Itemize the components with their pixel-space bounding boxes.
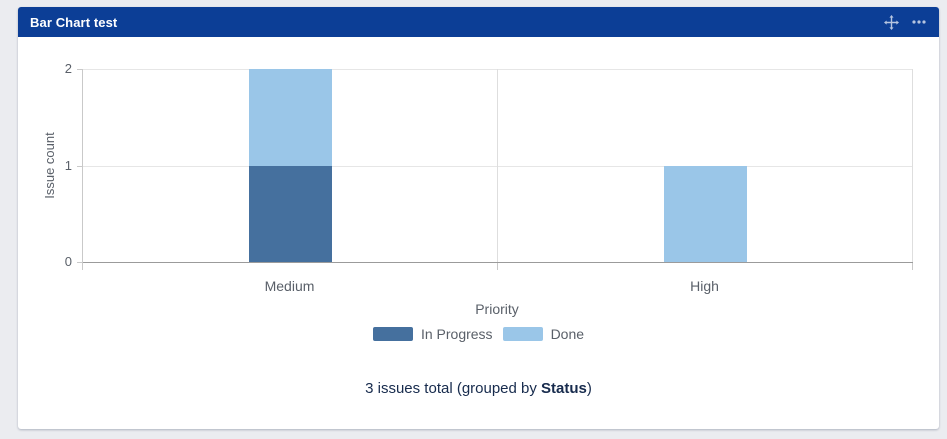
move-icon[interactable] <box>884 14 899 30</box>
y-tick-label: 0 <box>64 254 72 269</box>
gadget-header-icons <box>884 14 927 30</box>
x-axis-tick <box>497 263 498 270</box>
footer-suffix: ) <box>586 380 592 397</box>
chart-area: Issue count Priority In Progress Done 3 i… <box>18 37 939 429</box>
gadget-header: Bar Chart test <box>18 7 939 37</box>
x-axis-tick <box>82 263 83 270</box>
gridline-vertical <box>912 69 913 262</box>
y-axis-tick <box>77 262 83 263</box>
x-axis-tick <box>912 263 913 270</box>
bar-segment-done[interactable] <box>664 165 747 262</box>
more-options-icon[interactable] <box>911 14 927 30</box>
gadget-title: Bar Chart test <box>30 14 118 30</box>
category-label: High <box>690 278 719 294</box>
bar-segment-done[interactable] <box>249 69 332 166</box>
footer-prefix: 3 issues total (grouped by <box>365 380 542 397</box>
legend: In Progress Done <box>18 326 939 342</box>
legend-item: In Progress <box>372 326 493 342</box>
gridline-horizontal <box>83 165 913 167</box>
y-axis-tick <box>77 69 83 70</box>
legend-swatch <box>502 327 543 341</box>
legend-swatch <box>372 327 413 341</box>
issues-total-text: 3 issues total (grouped by Status) <box>18 380 939 397</box>
gridline-horizontal <box>83 69 913 70</box>
legend-label: Done <box>550 326 585 342</box>
bar-segment-in-progress[interactable] <box>249 165 332 262</box>
footer-groupby-field: Status <box>541 380 587 397</box>
gridline-vertical <box>497 69 498 262</box>
category-label: Medium <box>264 278 315 294</box>
plot-area <box>77 69 913 270</box>
y-tick-label: 1 <box>64 157 72 173</box>
bar-chart-gadget: Bar Chart test Issue count Priority In P… <box>18 7 939 429</box>
legend-label: In Progress <box>420 326 493 342</box>
y-axis-tick <box>77 165 83 167</box>
legend-item: Done <box>502 326 585 342</box>
y-tick-label: 2 <box>64 61 72 76</box>
x-axis-title: Priority <box>475 301 519 317</box>
